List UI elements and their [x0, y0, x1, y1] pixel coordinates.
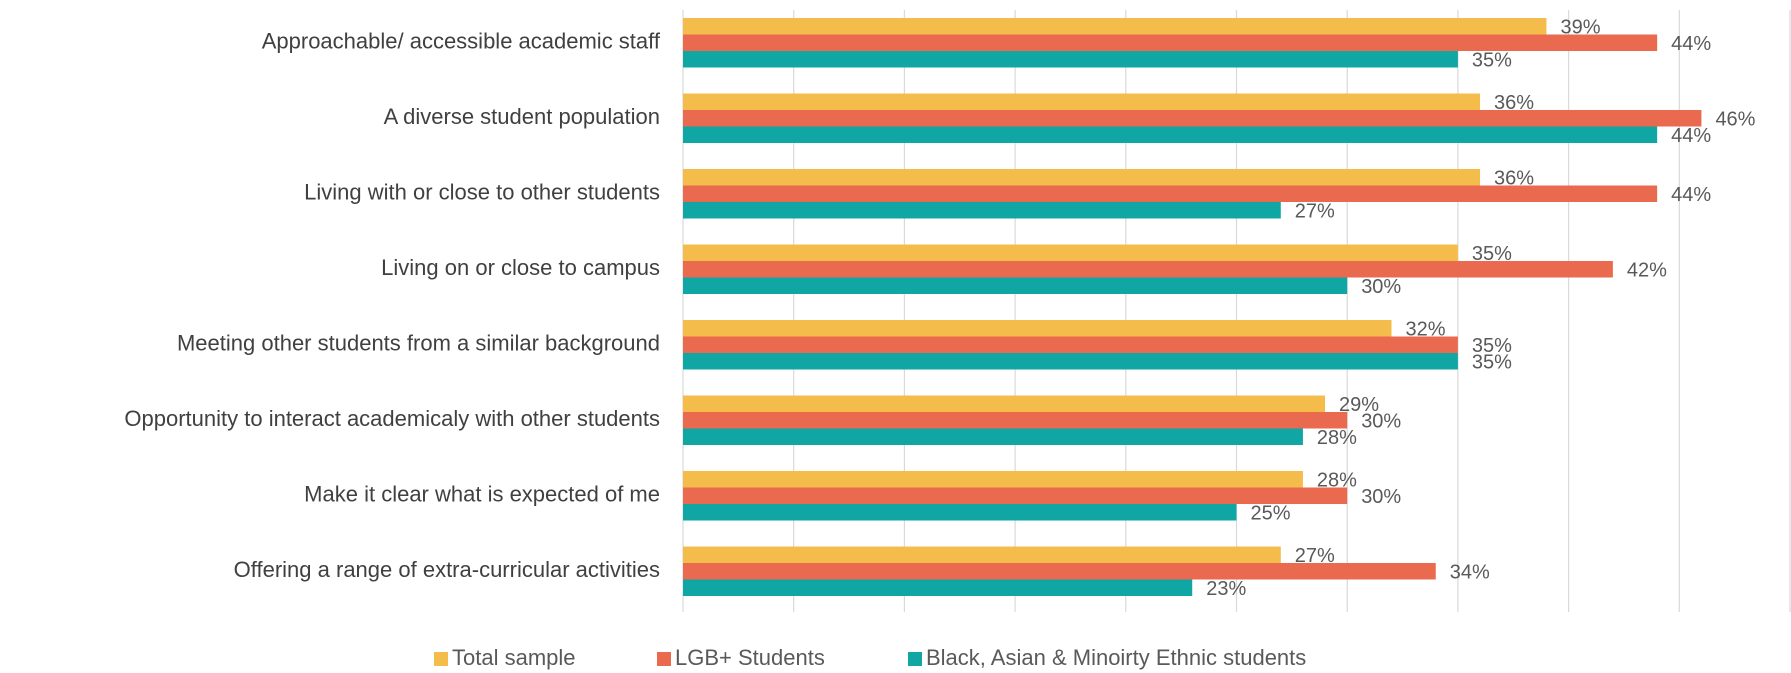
legend-label: Total sample [452, 645, 576, 670]
value-label: 36% [1494, 168, 1534, 190]
bar [683, 563, 1436, 580]
legend-swatch [908, 652, 922, 666]
value-label: 25% [1251, 503, 1291, 525]
value-label: 32% [1405, 319, 1445, 341]
value-label: 35% [1472, 50, 1512, 72]
bar [683, 336, 1458, 353]
bar [683, 277, 1348, 294]
bar [683, 169, 1481, 186]
category-label: Offering a range of extra-curricular act… [234, 557, 660, 582]
bar [683, 126, 1658, 143]
category-label: Approachable/ accessible academic staff [262, 29, 661, 54]
bar [683, 34, 1658, 51]
category-label: Make it clear what is expected of me [304, 482, 660, 507]
value-label: 28% [1317, 427, 1357, 449]
category-label: Meeting other students from a similar ba… [177, 331, 660, 356]
value-label: 44% [1671, 33, 1711, 55]
bar [683, 110, 1702, 127]
value-label: 23% [1206, 578, 1246, 600]
bar [683, 202, 1281, 219]
bar [683, 320, 1392, 337]
legend-swatch [657, 652, 671, 666]
bar [683, 93, 1481, 110]
bar [683, 244, 1458, 261]
legend-label: LGB+ Students [675, 645, 825, 670]
category-label: A diverse student population [384, 104, 660, 129]
legend-label: Black, Asian & Minoirty Ethnic students [926, 645, 1306, 670]
bar [683, 579, 1193, 596]
value-label: 42% [1627, 260, 1667, 282]
value-label: 36% [1494, 92, 1534, 114]
value-label: 39% [1560, 17, 1600, 39]
value-label: 27% [1295, 545, 1335, 567]
bar [683, 18, 1547, 35]
bar [683, 504, 1237, 521]
value-label: 46% [1715, 109, 1755, 131]
bar [683, 185, 1658, 202]
value-label: 35% [1472, 352, 1512, 374]
value-label: 44% [1671, 184, 1711, 206]
bar [683, 353, 1458, 370]
bar [683, 487, 1348, 504]
value-label: 30% [1361, 486, 1401, 508]
value-label: 28% [1317, 470, 1357, 492]
bar [683, 428, 1303, 445]
category-label: Living on or close to campus [381, 255, 660, 280]
bar [683, 51, 1458, 68]
value-label: 35% [1472, 243, 1512, 265]
legend-swatch [434, 652, 448, 666]
category-label: Opportunity to interact academicaly with… [124, 406, 660, 431]
bar [683, 471, 1303, 488]
category-label: Living with or close to other students [304, 180, 660, 205]
value-label: 34% [1450, 562, 1490, 584]
bar [683, 546, 1281, 563]
value-label: 35% [1472, 335, 1512, 357]
value-label: 29% [1339, 394, 1379, 416]
value-label: 27% [1295, 201, 1335, 223]
value-label: 30% [1361, 411, 1401, 433]
bar [683, 395, 1326, 412]
value-label: 44% [1671, 125, 1711, 147]
bar [683, 412, 1348, 429]
bar [683, 261, 1613, 278]
value-label: 30% [1361, 276, 1401, 298]
